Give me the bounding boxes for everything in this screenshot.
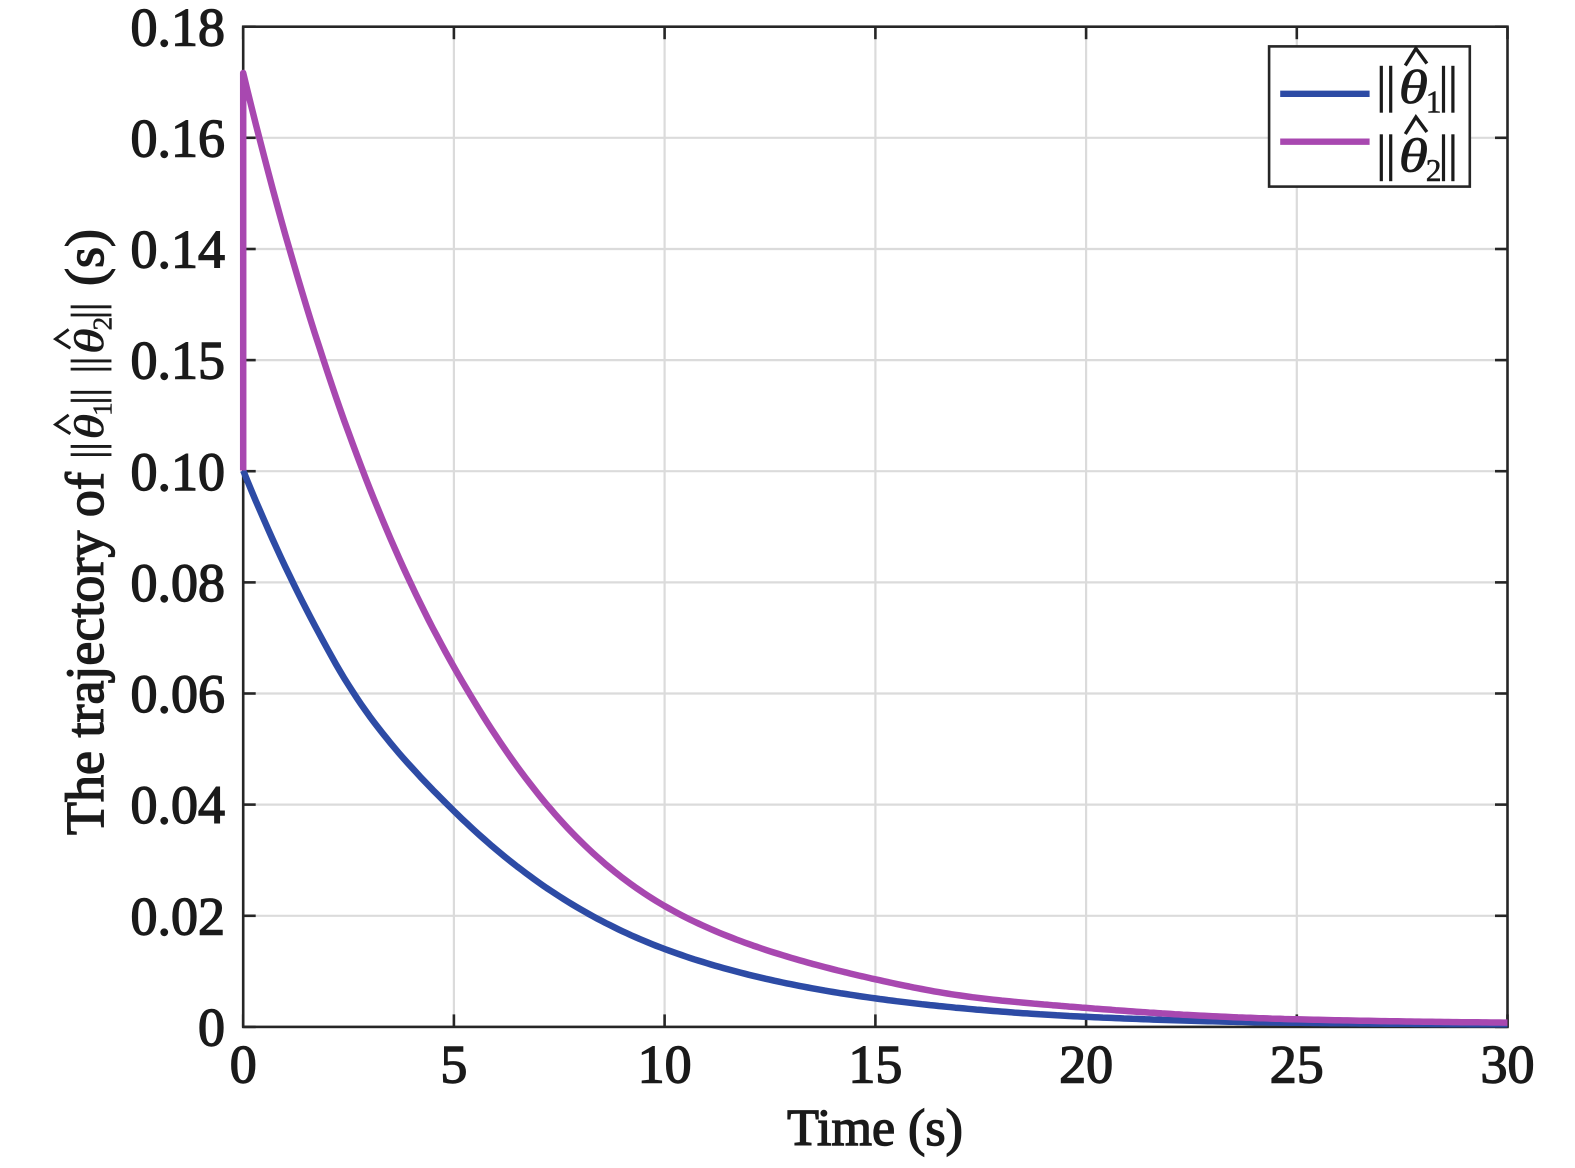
svg-text:0.02: 0.02 (131, 886, 226, 946)
svg-text:θ: θ (1399, 61, 1428, 114)
svg-text:θ: θ (67, 414, 113, 439)
svg-text:1: 1 (87, 402, 117, 416)
svg-text:0.08: 0.08 (131, 553, 226, 613)
svg-text:0.06: 0.06 (131, 664, 226, 724)
svg-text:0.14: 0.14 (131, 220, 226, 280)
svg-text:0.15: 0.15 (131, 331, 226, 391)
svg-text:1: 1 (1426, 85, 1442, 120)
svg-text:The trajectory of: The trajectory of (55, 472, 115, 835)
svg-text:θ: θ (1399, 129, 1428, 182)
svg-text:0: 0 (198, 998, 225, 1058)
svg-text:(s): (s) (55, 229, 115, 286)
svg-text:2: 2 (1426, 153, 1442, 188)
svg-text:0.18: 0.18 (131, 0, 226, 57)
svg-text:25: 25 (1270, 1035, 1324, 1095)
svg-text:Time (s): Time (s) (787, 1100, 963, 1157)
svg-text:10: 10 (638, 1035, 692, 1095)
svg-text:0: 0 (230, 1035, 257, 1095)
svg-text:θ: θ (67, 329, 113, 354)
svg-text:0.10: 0.10 (131, 442, 226, 502)
svg-text:20: 20 (1059, 1035, 1113, 1095)
svg-text:15: 15 (848, 1035, 902, 1095)
svg-text:5: 5 (440, 1035, 467, 1095)
svg-text:30: 30 (1481, 1035, 1535, 1095)
svg-text:0.16: 0.16 (131, 108, 226, 168)
svg-text:2: 2 (87, 317, 117, 331)
svg-text:0.04: 0.04 (131, 775, 226, 835)
